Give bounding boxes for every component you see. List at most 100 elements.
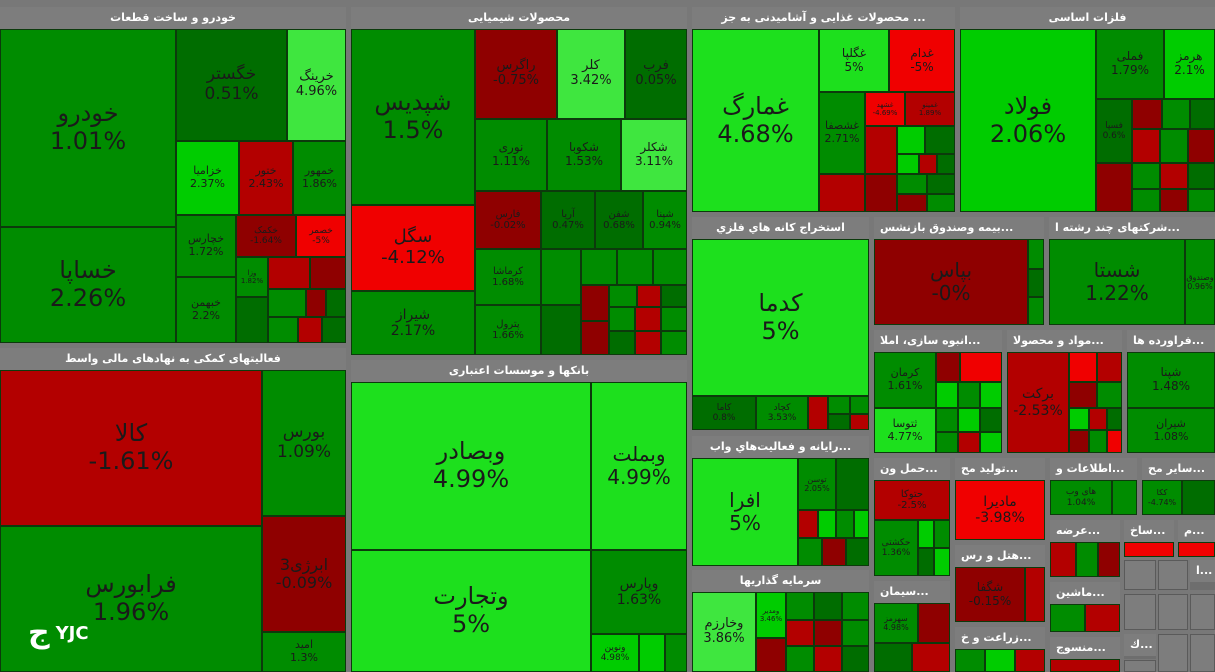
sector-orzeh[interactable]: ...عرضه bbox=[1050, 520, 1120, 577]
tile-kermasha[interactable]: کرماشا 1.68% bbox=[475, 249, 541, 305]
tile-kharazm[interactable]: وخارزم 3.86% bbox=[692, 592, 756, 672]
tile-small[interactable] bbox=[798, 538, 822, 566]
tile-sfars[interactable]: سهرمز 4.98% bbox=[874, 603, 918, 643]
tile-small[interactable] bbox=[798, 510, 818, 538]
tile-small[interactable] bbox=[1182, 480, 1215, 515]
sector-ettelaat[interactable]: ...اطلاعات و های وب 1.04% bbox=[1050, 458, 1137, 515]
tile-small[interactable] bbox=[958, 382, 980, 408]
tile-raskaris[interactable]: راگرس -0.75% bbox=[475, 29, 557, 119]
tile-small[interactable] bbox=[1085, 604, 1120, 632]
tile-small[interactable] bbox=[661, 331, 687, 355]
tile-small[interactable] bbox=[786, 620, 814, 646]
tile-small[interactable] bbox=[268, 257, 310, 289]
tile-small[interactable] bbox=[1069, 430, 1089, 453]
tile-shetan[interactable]: شفن 0.68% bbox=[595, 191, 643, 249]
sector-auto[interactable]: خودرو و ساخت قطعات خودرو 1.01% خگستر 0.5… bbox=[0, 7, 346, 343]
tile-ghsh[interactable]: غشهد -4.69% bbox=[865, 92, 905, 126]
tile-gray[interactable] bbox=[1158, 560, 1188, 590]
sector-metal[interactable]: فلزات اساسی فولاد 2.06% فملی 1.79% هرمز … bbox=[960, 7, 1215, 212]
tile-kalor[interactable]: کلر 3.42% bbox=[557, 29, 625, 119]
tile-toosa[interactable]: ثتوسا 4.77% bbox=[874, 408, 936, 453]
tile-khesapa[interactable]: خساپا 2.26% bbox=[0, 227, 176, 343]
tile-small[interactable] bbox=[850, 414, 869, 430]
tile-vtejarat[interactable]: وتجارت 5% bbox=[351, 550, 591, 672]
tile-amid[interactable]: امید 1.3% bbox=[262, 632, 346, 672]
tile-small[interactable] bbox=[617, 249, 653, 285]
sector-insurance[interactable]: ...بیمه وصندوق بازنشس بپاس -0% bbox=[874, 217, 1044, 325]
tile-small[interactable] bbox=[850, 396, 869, 414]
tile-small[interactable] bbox=[326, 289, 346, 317]
tile-khsmr[interactable]: خصمر -5% bbox=[296, 215, 346, 257]
sector-mining[interactable]: استخراج کانه هاي فلزي کدما 5% کاما 0.8% … bbox=[692, 217, 869, 430]
sector-hotel[interactable]: ...هتل و رس شگفا -0.15% bbox=[955, 545, 1045, 622]
tile-small[interactable] bbox=[912, 643, 950, 672]
tile-fasepa[interactable]: فسپا 0.6% bbox=[1096, 99, 1132, 163]
tile-vparis[interactable]: وپارس 1.63% bbox=[591, 550, 687, 634]
tile-small[interactable] bbox=[927, 174, 955, 194]
tile-ghmarg[interactable]: غمارگ 4.68% bbox=[692, 29, 819, 212]
tile-small[interactable] bbox=[322, 317, 346, 343]
tile-small[interactable] bbox=[1190, 99, 1215, 129]
tile-gray[interactable] bbox=[1124, 560, 1156, 590]
tile-small[interactable] bbox=[1089, 430, 1107, 453]
tile-small[interactable] bbox=[581, 321, 609, 355]
tile-small[interactable] bbox=[609, 285, 637, 307]
tile-small[interactable] bbox=[1069, 382, 1097, 408]
tile-khegostar[interactable]: خگستر 0.51% bbox=[176, 29, 287, 141]
tile-small[interactable] bbox=[1028, 269, 1044, 297]
tile-small[interactable] bbox=[1132, 129, 1160, 163]
tile-small[interactable] bbox=[897, 174, 927, 194]
tile-small[interactable] bbox=[980, 408, 1002, 432]
tile-small[interactable] bbox=[1015, 649, 1045, 672]
sector-mashin[interactable]: ...ماشین bbox=[1050, 582, 1120, 632]
tile-vebsader[interactable]: وبصادر 4.99% bbox=[351, 382, 591, 550]
tile-small[interactable] bbox=[955, 649, 985, 672]
tile-farab[interactable]: فرب 0.05% bbox=[625, 29, 687, 119]
sector-mass[interactable]: ...انبوه سازی، املا کرمان 1.61% ثتوسا 4.… bbox=[874, 330, 1002, 453]
tile-shepdis[interactable]: شپدیس 1.5% bbox=[351, 29, 475, 205]
tile-petrol[interactable]: پترول 1.66% bbox=[475, 305, 541, 355]
tile-small[interactable] bbox=[936, 352, 960, 382]
tile-small[interactable] bbox=[985, 649, 1015, 672]
tile-small[interactable] bbox=[1112, 480, 1137, 515]
tile-small[interactable] bbox=[937, 154, 955, 174]
tile-small[interactable] bbox=[310, 257, 346, 289]
tile-hafaz[interactable]: حتوکا -2.5% bbox=[874, 480, 950, 520]
tile-vsadr[interactable]: وصندوق 0.96% bbox=[1185, 239, 1215, 325]
sector-invest[interactable]: سرمایه گذاریها وخارزم 3.86% ومدیر 3.46% bbox=[692, 570, 869, 672]
tile-small[interactable] bbox=[298, 317, 322, 343]
tile-small[interactable] bbox=[268, 317, 298, 343]
tile-faris[interactable]: فارس -0.02% bbox=[475, 191, 541, 249]
sector-faravardeh[interactable]: ...فراورده ها شپنا 1.48% شیران 1.08% bbox=[1127, 330, 1215, 453]
tile-small[interactable] bbox=[925, 126, 955, 154]
tile-small[interactable] bbox=[756, 638, 786, 672]
sector-finance[interactable]: فعالیتهای کمکی به نهادهای مالی واسط کالا… bbox=[0, 348, 346, 672]
tile-small[interactable] bbox=[1098, 542, 1120, 577]
tile-madira[interactable]: مادیرا -3.98% bbox=[955, 480, 1045, 540]
tile-small[interactable] bbox=[1097, 382, 1122, 408]
sector-it[interactable]: ...رایانه و فعالیت‌هاي واب افرا 5% توسن … bbox=[692, 436, 869, 566]
sector-multi[interactable]: ...شرکتهای چند رشته ا شستا 1.22% وصندوق … bbox=[1049, 217, 1215, 325]
tile-small[interactable] bbox=[846, 538, 869, 566]
tile-khrink[interactable]: خرینگ 4.96% bbox=[287, 29, 346, 141]
tile-shbina[interactable]: شپنا 1.48% bbox=[1127, 352, 1215, 408]
tile-small[interactable] bbox=[1132, 99, 1162, 129]
sector-zeraat[interactable]: ...زراعت و خ bbox=[955, 627, 1045, 672]
tile-shgafa[interactable]: شگفا -0.15% bbox=[955, 567, 1025, 622]
tile-hkashti[interactable]: حکشتی 1.36% bbox=[874, 520, 918, 576]
sector-sayer[interactable]: ...سایر مح ککا -4.74% bbox=[1142, 458, 1215, 515]
tile-aria[interactable]: آریا 0.47% bbox=[541, 191, 595, 249]
tile-small[interactable] bbox=[897, 194, 927, 212]
tile-small[interactable] bbox=[786, 592, 814, 620]
tile-small[interactable] bbox=[661, 307, 687, 331]
tile-gray[interactable] bbox=[1158, 634, 1188, 672]
tile-barkat[interactable]: برکت -2.53% bbox=[1007, 352, 1069, 453]
tile-kama[interactable]: کاما 0.8% bbox=[692, 396, 756, 430]
tile-small[interactable] bbox=[836, 510, 854, 538]
sector-banks[interactable]: بانکها و موسسات اعتباری وبصادر 4.99% وبم… bbox=[351, 360, 687, 672]
tile-small[interactable] bbox=[1107, 430, 1122, 453]
tile-small[interactable] bbox=[635, 331, 661, 355]
tile-noori[interactable]: نوری 1.11% bbox=[475, 119, 547, 191]
tile-small[interactable] bbox=[236, 297, 268, 343]
tile-shiran[interactable]: شیران 1.08% bbox=[1127, 408, 1215, 453]
